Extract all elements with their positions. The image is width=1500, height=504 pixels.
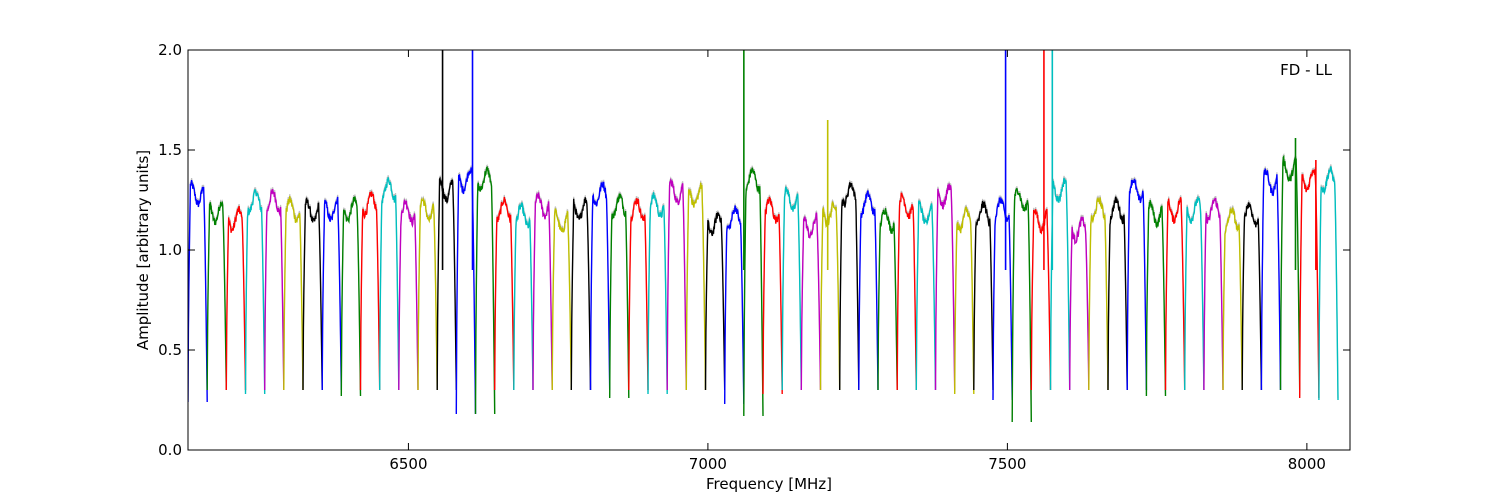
- channel-trace-40: [934, 183, 956, 391]
- x-tick-label-7500: 7500: [988, 455, 1026, 473]
- channel-trace-18: [513, 202, 534, 391]
- channel-trace-37: [877, 208, 898, 391]
- x-tick-label-6500: 6500: [389, 455, 427, 473]
- channel-trace-34: [819, 200, 841, 391]
- channel-trace-4: [244, 189, 266, 395]
- channel-trace-57: [1260, 168, 1282, 391]
- channel-trace-23: [609, 193, 630, 399]
- channel-trace-29: [724, 205, 745, 405]
- channel-trace-25: [647, 192, 668, 395]
- y-tick-label-1.5: 1.5: [158, 141, 182, 159]
- channel-trace-46: [1049, 177, 1071, 391]
- channel-trace-1: [188, 180, 208, 403]
- channel-trace-58: [1279, 154, 1301, 391]
- channel-trace-56: [1241, 202, 1263, 391]
- channel-trace-55: [1222, 207, 1243, 391]
- channel-trace-30: [743, 167, 764, 417]
- channel-trace-16: [474, 165, 496, 415]
- channel-trace-17: [494, 196, 515, 391]
- channel-trace-44: [1011, 188, 1033, 423]
- y-axis-label: Amplitude [arbitrary units]: [134, 150, 152, 350]
- channel-trace-43: [992, 196, 1013, 401]
- axis-layer: 6500 7000 7500 8000 0.0 0.5 1.0 1.5 2.0: [158, 41, 1350, 473]
- channel-trace-19: [532, 192, 553, 391]
- channel-trace-10: [359, 190, 381, 391]
- channel-trace-39: [915, 200, 937, 391]
- y-tick-label-0: 0.0: [158, 441, 182, 459]
- channel-trace-35: [839, 182, 860, 391]
- channel-trace-26: [666, 177, 687, 391]
- channel-trace-32: [781, 186, 802, 391]
- channel-trace-13: [417, 197, 438, 391]
- channel-trace-45: [1030, 208, 1052, 391]
- channel-trace-60: [1318, 166, 1339, 401]
- x-axis-label: Frequency [MHz]: [706, 475, 832, 493]
- channel-trace-20: [551, 208, 572, 391]
- channel-trace-12: [398, 198, 419, 391]
- channel-trace-50: [1126, 178, 1148, 391]
- x-tick-label-8000: 8000: [1288, 455, 1326, 473]
- channel-trace-3: [225, 205, 247, 391]
- channel-trace-38: [896, 192, 917, 391]
- channel-trace-22: [589, 181, 611, 391]
- channel-trace-54: [1203, 197, 1224, 391]
- channel-trace-5: [264, 188, 285, 391]
- channel-trace-33: [800, 212, 822, 391]
- channel-trace-2: [206, 200, 227, 391]
- channel-trace-9: [340, 196, 362, 397]
- channel-trace-41: [954, 205, 975, 395]
- x-tick-label-7000: 7000: [689, 455, 727, 473]
- channel-trace-48: [1088, 197, 1109, 391]
- channel-trace-7: [302, 197, 323, 391]
- y-tick-label-1: 1.0: [158, 241, 182, 259]
- channel-trace-11: [379, 177, 400, 391]
- channel-trace-42: [973, 200, 994, 391]
- channel-trace-27: [685, 182, 707, 391]
- channel-trace-6: [283, 196, 304, 391]
- channel-trace-31: [762, 196, 783, 395]
- channel-trace-28: [704, 211, 726, 391]
- channel-trace-21: [570, 197, 592, 391]
- channel-trace-49: [1107, 196, 1128, 391]
- channel-trace-8: [321, 196, 342, 391]
- plot-annotation: FD - LL: [1280, 61, 1332, 79]
- channel-trace-14: [436, 176, 457, 391]
- y-tick-label-2: 2.0: [158, 41, 182, 59]
- channel-trace-51: [1145, 200, 1167, 397]
- series-layer: [188, 50, 1339, 423]
- channel-trace-36: [858, 190, 879, 391]
- y-tick-label-0.5: 0.5: [158, 341, 182, 359]
- channel-trace-52: [1164, 197, 1186, 391]
- channel-trace-24: [628, 198, 649, 391]
- channel-trace-47: [1068, 216, 1090, 391]
- channel-trace-53: [1183, 196, 1205, 391]
